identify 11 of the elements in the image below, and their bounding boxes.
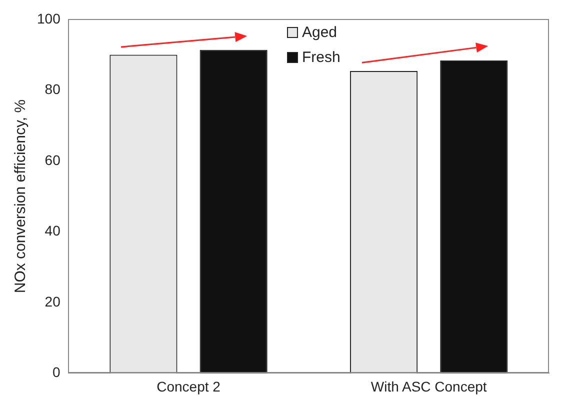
legend-label: Fresh: [302, 49, 340, 66]
y-axis-title: NOx conversion efficiency, %: [12, 99, 30, 294]
y-tick-label: 60: [44, 152, 61, 168]
y-tick-label: 0: [52, 364, 61, 380]
legend-label: Aged: [302, 24, 338, 41]
y-tick-label: 20: [44, 293, 61, 310]
x-tick-label: With ASC Concept: [370, 378, 487, 394]
y-tick-label: 40: [44, 222, 61, 239]
x-tick-label: Concept 2: [156, 378, 221, 394]
y-tick-label: 80: [44, 81, 61, 98]
y-tick-label: 100: [37, 10, 61, 26]
